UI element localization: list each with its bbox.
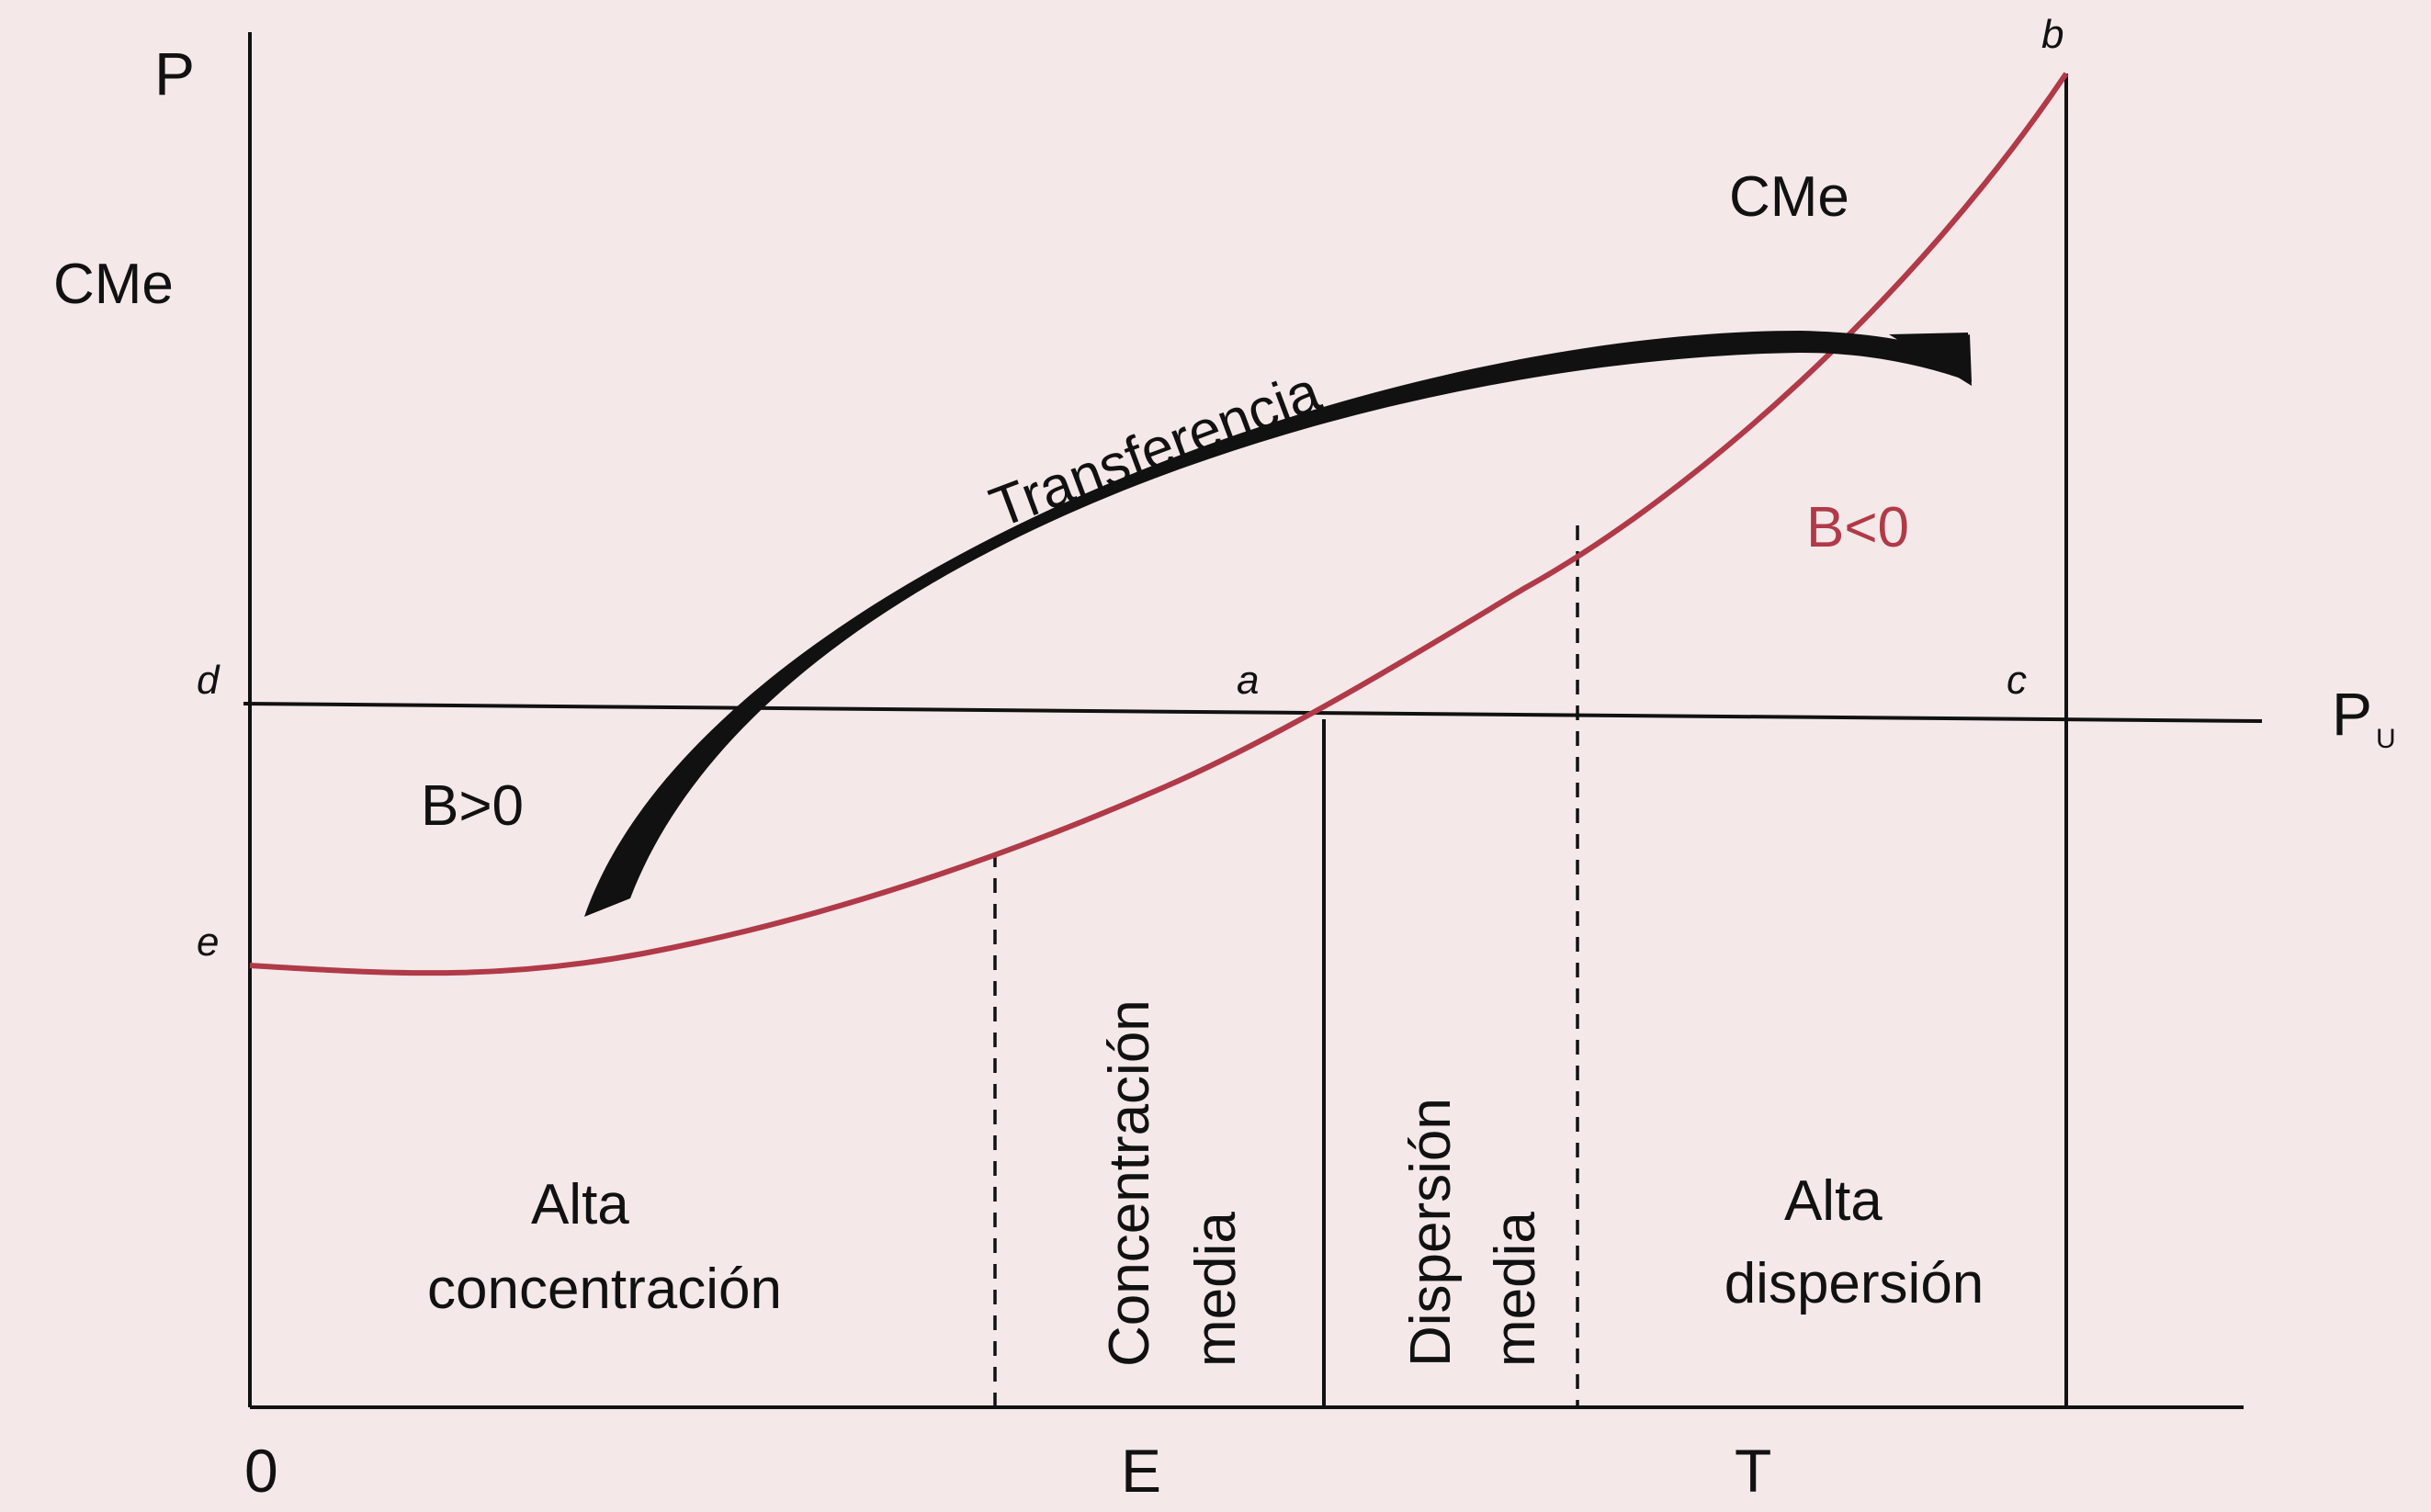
cme-curve-label: CMe <box>1729 165 1849 229</box>
point-c-label: c <box>2007 658 2027 703</box>
region-alta-dispersion-line1: Alta <box>1784 1169 1883 1233</box>
point-e-label: e <box>197 920 219 965</box>
region-alta-concentracion-line2: concentración <box>427 1258 782 1321</box>
transfer-label: Transferencia <box>982 359 1329 540</box>
region-alta-dispersion-line2: dispersión <box>1724 1252 1984 1315</box>
profit-negative-label: B<0 <box>1806 496 1909 559</box>
region-alta-dispersion: Alta dispersión <box>1724 1169 1984 1315</box>
transfer-arrow-tip <box>1889 333 1972 386</box>
point-b-label: b <box>2041 12 2064 57</box>
origin-label: 0 <box>244 1437 278 1505</box>
transfer-arrow-body <box>584 331 1972 917</box>
x-tick-t: T <box>1735 1437 1771 1505</box>
price-line <box>243 702 2263 723</box>
average-cost-curve <box>249 72 2069 976</box>
region-alta-concentracion: Alta concentración <box>427 1173 782 1321</box>
point-a-label: a <box>1237 658 1259 703</box>
region-concentracion-media-line1: Concentración <box>1098 999 1161 1367</box>
point-d-label: d <box>197 658 220 703</box>
x-tick-e: E <box>1121 1437 1161 1505</box>
y-axis-label: P <box>154 39 195 107</box>
region-alta-concentracion-line1: Alta <box>531 1173 629 1236</box>
region-concentracion-media-line2: media <box>1184 1212 1248 1367</box>
region-dispersion-media-line1: Dispersión <box>1399 1098 1463 1367</box>
cme-axis-label: CMe <box>53 253 174 316</box>
region-dispersion-media-line2: media <box>1484 1212 1547 1367</box>
profit-positive-label: B>0 <box>421 774 524 838</box>
